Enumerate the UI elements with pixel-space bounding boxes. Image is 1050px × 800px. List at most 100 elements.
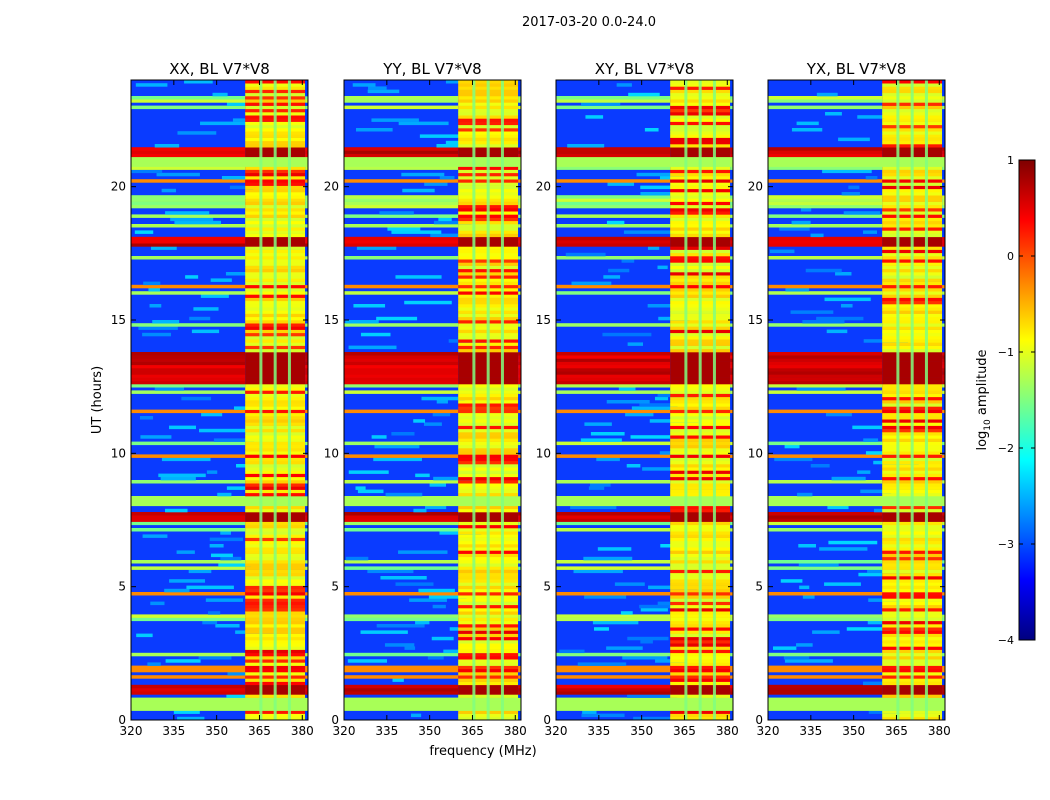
tail-cell (730, 633, 733, 638)
tail-cell (518, 153, 521, 158)
tail-cell (730, 659, 733, 663)
tail-cell (305, 393, 308, 398)
noise-cell (193, 307, 219, 311)
tail-cell (942, 124, 945, 129)
tail-cell (518, 182, 521, 186)
noise-cell (584, 422, 612, 426)
flagged-row (344, 496, 521, 500)
tail-cell (942, 105, 945, 110)
tail-cell (518, 489, 521, 494)
tail-cell (730, 486, 733, 490)
noise-cell (347, 659, 388, 663)
tail-cell (942, 288, 945, 292)
tail-cell (730, 432, 733, 436)
noise-cell (165, 508, 188, 513)
tail-cell (730, 220, 733, 225)
tail-cell (305, 633, 308, 638)
tail-cell (942, 246, 945, 250)
noise-cell (356, 128, 393, 132)
flagged-row (344, 707, 521, 711)
offband-cell (344, 515, 459, 519)
panel-title: XY, BL V7*V8 (595, 60, 695, 78)
noise-cell (165, 659, 201, 663)
offband-cell (131, 204, 246, 209)
tail-cell (942, 598, 945, 602)
tail-cell (942, 563, 945, 567)
tail-cell (730, 438, 733, 442)
noise-cell (415, 473, 430, 478)
offband-cell (344, 691, 459, 695)
offband-cell (344, 675, 459, 679)
tail-cell (305, 656, 308, 660)
tail-cell (305, 544, 308, 548)
channel-gap (684, 80, 688, 720)
offband-cell (131, 390, 246, 394)
offband-cell (131, 355, 246, 359)
tail-cell (942, 656, 945, 660)
offband-cell (344, 284, 459, 289)
tail-cell (730, 665, 733, 670)
tail-cell (305, 550, 308, 554)
tail-cell (518, 118, 521, 122)
offband-cell (556, 668, 671, 673)
x-tick-label: 335 (799, 724, 822, 738)
flagged-row (344, 704, 521, 708)
offband-cell (768, 684, 883, 689)
tail-cell (730, 428, 733, 433)
flagged-row (768, 707, 945, 711)
tail-cell (518, 307, 521, 311)
noise-cell (205, 598, 244, 602)
tail-cell (305, 342, 308, 346)
panel-title: YY, BL V7*V8 (382, 60, 481, 78)
tail-cell (942, 89, 945, 94)
tail-cell (730, 595, 733, 599)
tail-cell (942, 716, 945, 720)
offband-cell (768, 96, 883, 100)
panel-xy: XY, BL V7*V8 320 335 350 365 380 0 5 10 15 20 (536, 60, 739, 738)
tail-cell (518, 627, 521, 631)
colorbar-tick-label: −3 (998, 538, 1014, 551)
tail-cell (305, 566, 308, 570)
tail-cell (305, 86, 308, 90)
tail-cell (305, 176, 308, 180)
noise-cell (391, 432, 415, 436)
noise-cell (606, 646, 643, 650)
offband-cell (131, 368, 246, 372)
tail-cell (305, 678, 308, 682)
noise-cell (436, 144, 465, 148)
tail-cell (518, 652, 521, 657)
tail-cell (730, 608, 733, 612)
tail-cell (942, 585, 945, 590)
tail-cell (305, 444, 308, 449)
y-tick-label: 5 (543, 580, 551, 594)
noise-cell (176, 550, 195, 554)
tail-cell (730, 169, 733, 174)
tail-cell (518, 384, 521, 388)
tail-cell (518, 131, 521, 135)
tail-cell (942, 176, 945, 180)
offband-cell (131, 150, 246, 154)
tail-cell (305, 313, 308, 318)
tail-cell (305, 592, 308, 596)
tail-cell (942, 192, 945, 196)
tail-cell (305, 518, 308, 522)
tail-cell (305, 150, 308, 154)
noise-cell (602, 332, 652, 337)
offband-cell (131, 374, 246, 378)
tail-cell (942, 553, 945, 558)
tail-cell (518, 195, 521, 199)
noise-cell (202, 620, 218, 625)
offband-cell (344, 201, 459, 206)
colorbar-tick-label: 0 (1007, 250, 1014, 263)
offband-cell (556, 480, 671, 484)
tail-cell (518, 355, 521, 359)
offband-cell (768, 358, 883, 362)
tail-cell (518, 243, 521, 247)
channel-gap (712, 80, 716, 720)
offband-cell (556, 684, 671, 689)
tail-cell (942, 416, 945, 420)
tail-cell (730, 627, 733, 631)
tail-cell (305, 214, 308, 218)
tail-cell (942, 547, 945, 551)
tail-cell (305, 419, 308, 423)
